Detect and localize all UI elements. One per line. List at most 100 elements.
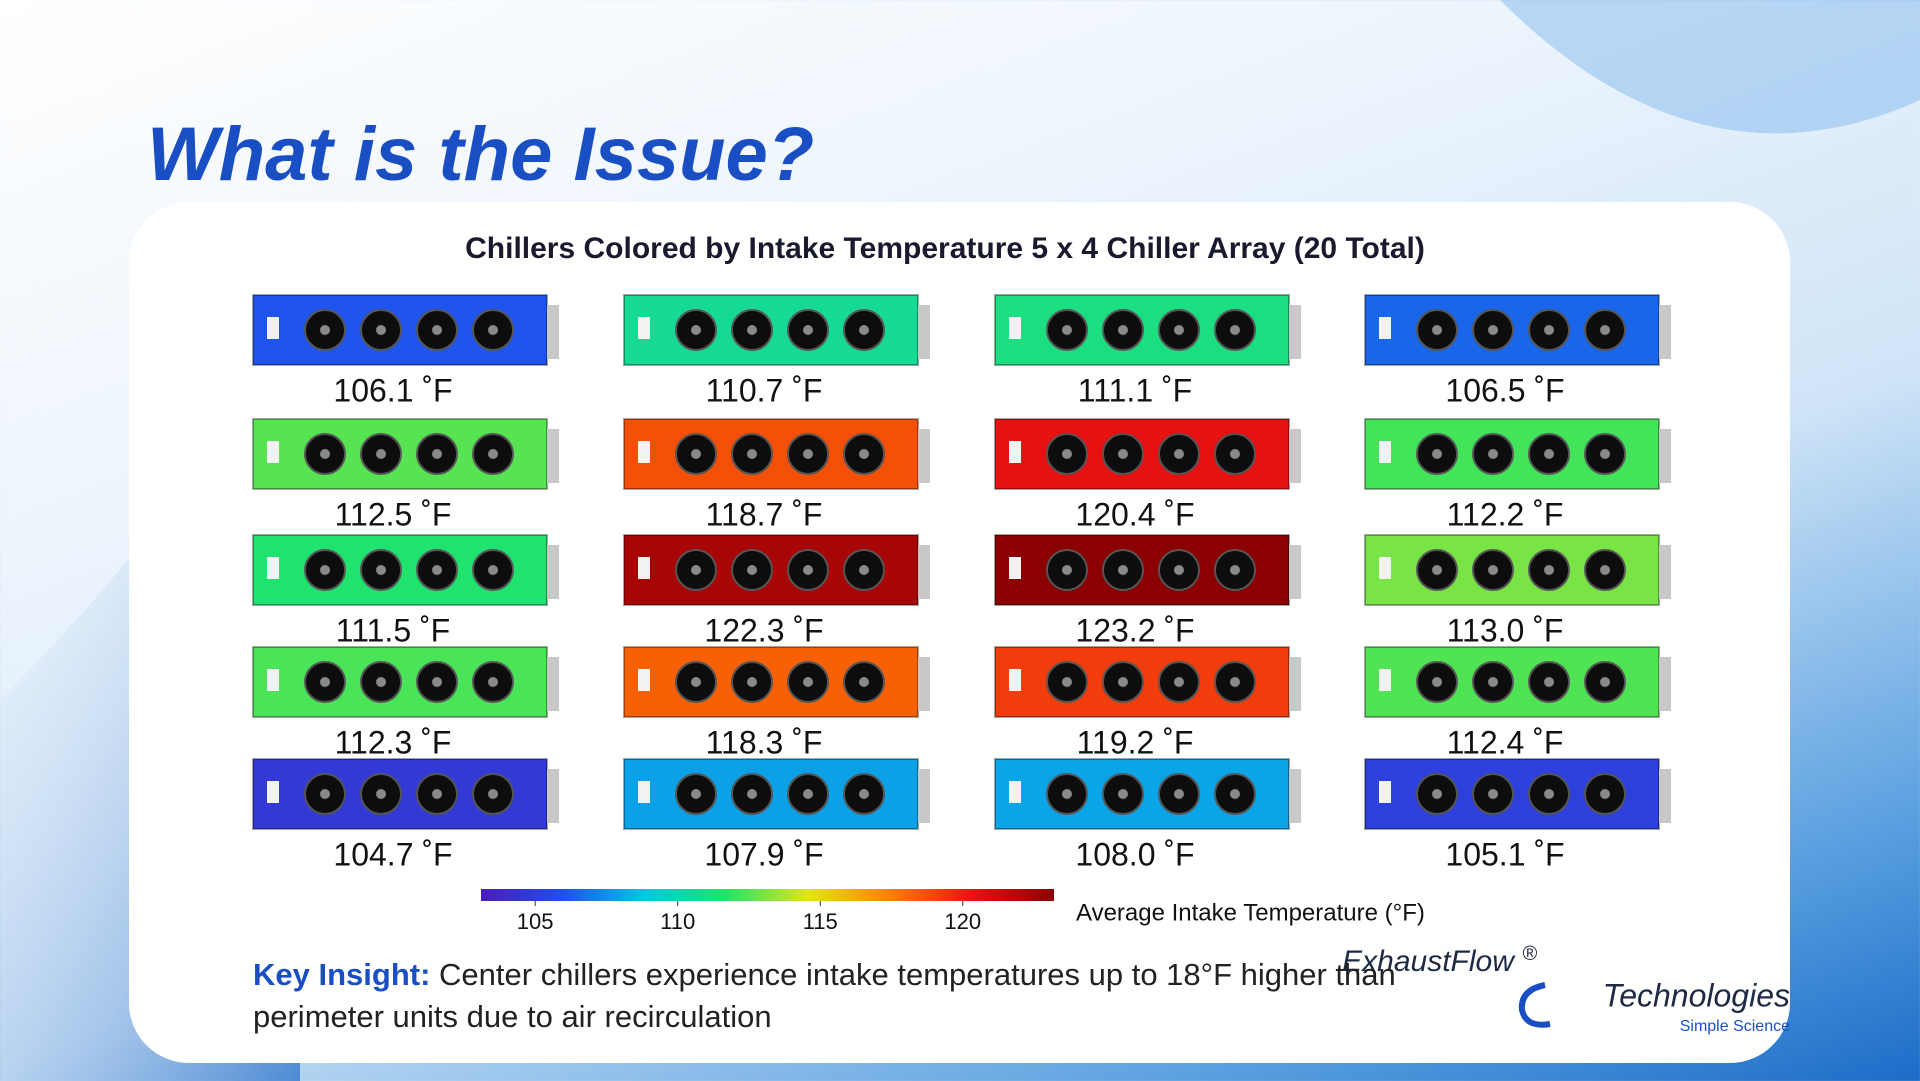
chiller-label: 111.5 ˚F [336,612,450,648]
chiller-grid: 106.1 ˚F 110.7 ˚F 111.1 ˚F 106.5 ˚F 112.5 ˚F… [252,294,1671,872]
chiller-label: 107.9 ˚F [704,836,823,872]
chiller-label: 118.3 ˚F [706,724,823,760]
fan-hub [1174,325,1184,335]
fan-hub [432,565,442,575]
fan-hub [803,325,813,335]
colorbar-tick-label: 105 [517,909,554,934]
fan-hub [747,449,757,459]
chiller-label: 106.1 ˚F [333,372,452,408]
fan-hub [1230,789,1240,799]
key-insight: Key Insight: Center chillers experience … [253,954,1433,1038]
fan-hub [1230,449,1240,459]
fan-hub [1118,677,1128,687]
chiller-end [547,545,559,599]
insight-text: Center chillers experience intake temper… [253,957,1396,1034]
fan-hub [432,449,442,459]
chiller-end [1659,657,1671,711]
colorbar-tick-label: 115 [803,909,838,934]
chiller-label: 112.4 ˚F [1447,724,1564,760]
fan-hub [1544,449,1554,459]
fan-hub [1600,565,1610,575]
chiller-panel [638,317,650,339]
fan-hub [691,789,701,799]
chiller-panel [267,441,279,463]
chiller-label: 118.7 ˚F [706,496,823,532]
fan-hub [859,449,869,459]
chiller-panel [1009,669,1021,691]
logo-name2: Technologies [1603,977,1790,1013]
fan-hub [803,789,813,799]
chiller-label: 120.4 ˚F [1075,496,1194,532]
chiller-label: 119.2 ˚F [1077,724,1194,760]
colorbar-tick-label: 120 [944,909,981,934]
fan-hub [376,789,386,799]
fan-hub [1544,565,1554,575]
fan-hub [859,789,869,799]
fan-hub [1118,325,1128,335]
fan-hub [1174,449,1184,459]
chiller-panel [638,441,650,463]
chiller-panel [1379,441,1391,463]
fan-hub [376,325,386,335]
fan-hub [1488,325,1498,335]
fan-hub [1432,325,1442,335]
chiller-end [1659,429,1671,483]
slide-title: What is the Issue? [147,112,814,197]
fan-hub [691,565,701,575]
chiller-label: 106.5 ˚F [1445,372,1564,408]
chiller-label: 112.3 ˚F [335,724,452,760]
chiller-end [1659,545,1671,599]
fan-hub [1174,565,1184,575]
fan-hub [803,565,813,575]
chiller-end [918,305,930,359]
fan-hub [320,677,330,687]
fan-hub [1544,677,1554,687]
fan-hub [1118,565,1128,575]
logo-tagline: Simple Science [1680,1018,1790,1035]
chiller-label: 123.2 ˚F [1075,612,1194,648]
logo-name-text: ExhaustFlow [1342,945,1516,978]
fan-hub [488,677,498,687]
chiller-panel [1379,557,1391,579]
fan-hub [1118,449,1128,459]
chiller-panel [638,669,650,691]
chart-title: Chillers Colored by Intake Temperature 5… [465,232,1425,265]
fan-hub [1488,449,1498,459]
chiller-panel [1009,557,1021,579]
chiller-label: 104.7 ˚F [333,836,452,872]
fan-hub [1488,565,1498,575]
fan-hub [691,677,701,687]
fan-hub [1544,789,1554,799]
fan-hub [488,565,498,575]
chiller-label: 112.2 ˚F [1447,496,1564,532]
chiller-end [1659,305,1671,359]
fan-hub [859,677,869,687]
fan-hub [1230,677,1240,687]
fan-hub [1432,565,1442,575]
fan-hub [1600,677,1610,687]
fan-hub [1432,449,1442,459]
logo-mark: ® [1522,943,1537,965]
chiller-panel [638,557,650,579]
chiller-panel [1009,781,1021,803]
fan-hub [1432,789,1442,799]
fan-hub [320,325,330,335]
fan-hub [747,789,757,799]
chiller-label: 111.1 ˚F [1078,372,1192,408]
colorbar-tick-label: 110 [660,909,695,934]
chiller-end [547,429,559,483]
chiller-end [547,305,559,359]
chiller-panel [1379,781,1391,803]
chiller-end [547,769,559,823]
fan-hub [859,325,869,335]
fan-hub [1544,325,1554,335]
fan-hub [1062,325,1072,335]
fan-hub [320,565,330,575]
chiller-label: 112.5 ˚F [335,496,452,532]
chiller-label: 105.1 ˚F [1445,836,1564,872]
chiller-label: 122.3 ˚F [704,612,823,648]
fan-hub [1118,789,1128,799]
fan-hub [691,449,701,459]
